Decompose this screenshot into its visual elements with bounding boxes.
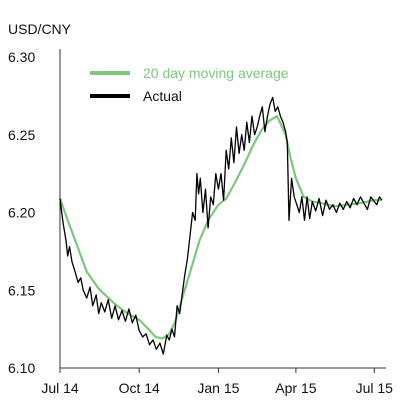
y-tick-label: 6.30 bbox=[8, 49, 35, 65]
x-tick-label: Oct 14 bbox=[119, 380, 160, 396]
x-axis-ticks: Jul 14 Oct 14 Jan 15 Apr 15 Jul 15 bbox=[41, 368, 393, 396]
series-line-actual bbox=[59, 96, 383, 355]
y-tick-label: 6.20 bbox=[8, 205, 35, 221]
legend-label-moving-average: 20 day moving average bbox=[143, 65, 289, 81]
y-axis-unit-label: USD/CNY bbox=[8, 21, 72, 37]
y-axis-ticks: 6.30 6.25 6.20 6.15 6.10 bbox=[8, 49, 35, 376]
series-line-moving-average bbox=[58, 114, 382, 340]
y-tick-label: 6.10 bbox=[8, 360, 35, 376]
x-tick-label: Jul 15 bbox=[356, 380, 394, 396]
legend: 20 day moving average Actual bbox=[90, 65, 289, 104]
x-tick-label: Apr 15 bbox=[275, 380, 316, 396]
y-tick-label: 6.25 bbox=[8, 127, 35, 143]
legend-label-actual: Actual bbox=[143, 88, 182, 104]
x-tick-label: Jan 15 bbox=[197, 380, 239, 396]
x-tick-label: Jul 14 bbox=[41, 380, 79, 396]
y-tick-label: 6.15 bbox=[8, 282, 35, 298]
